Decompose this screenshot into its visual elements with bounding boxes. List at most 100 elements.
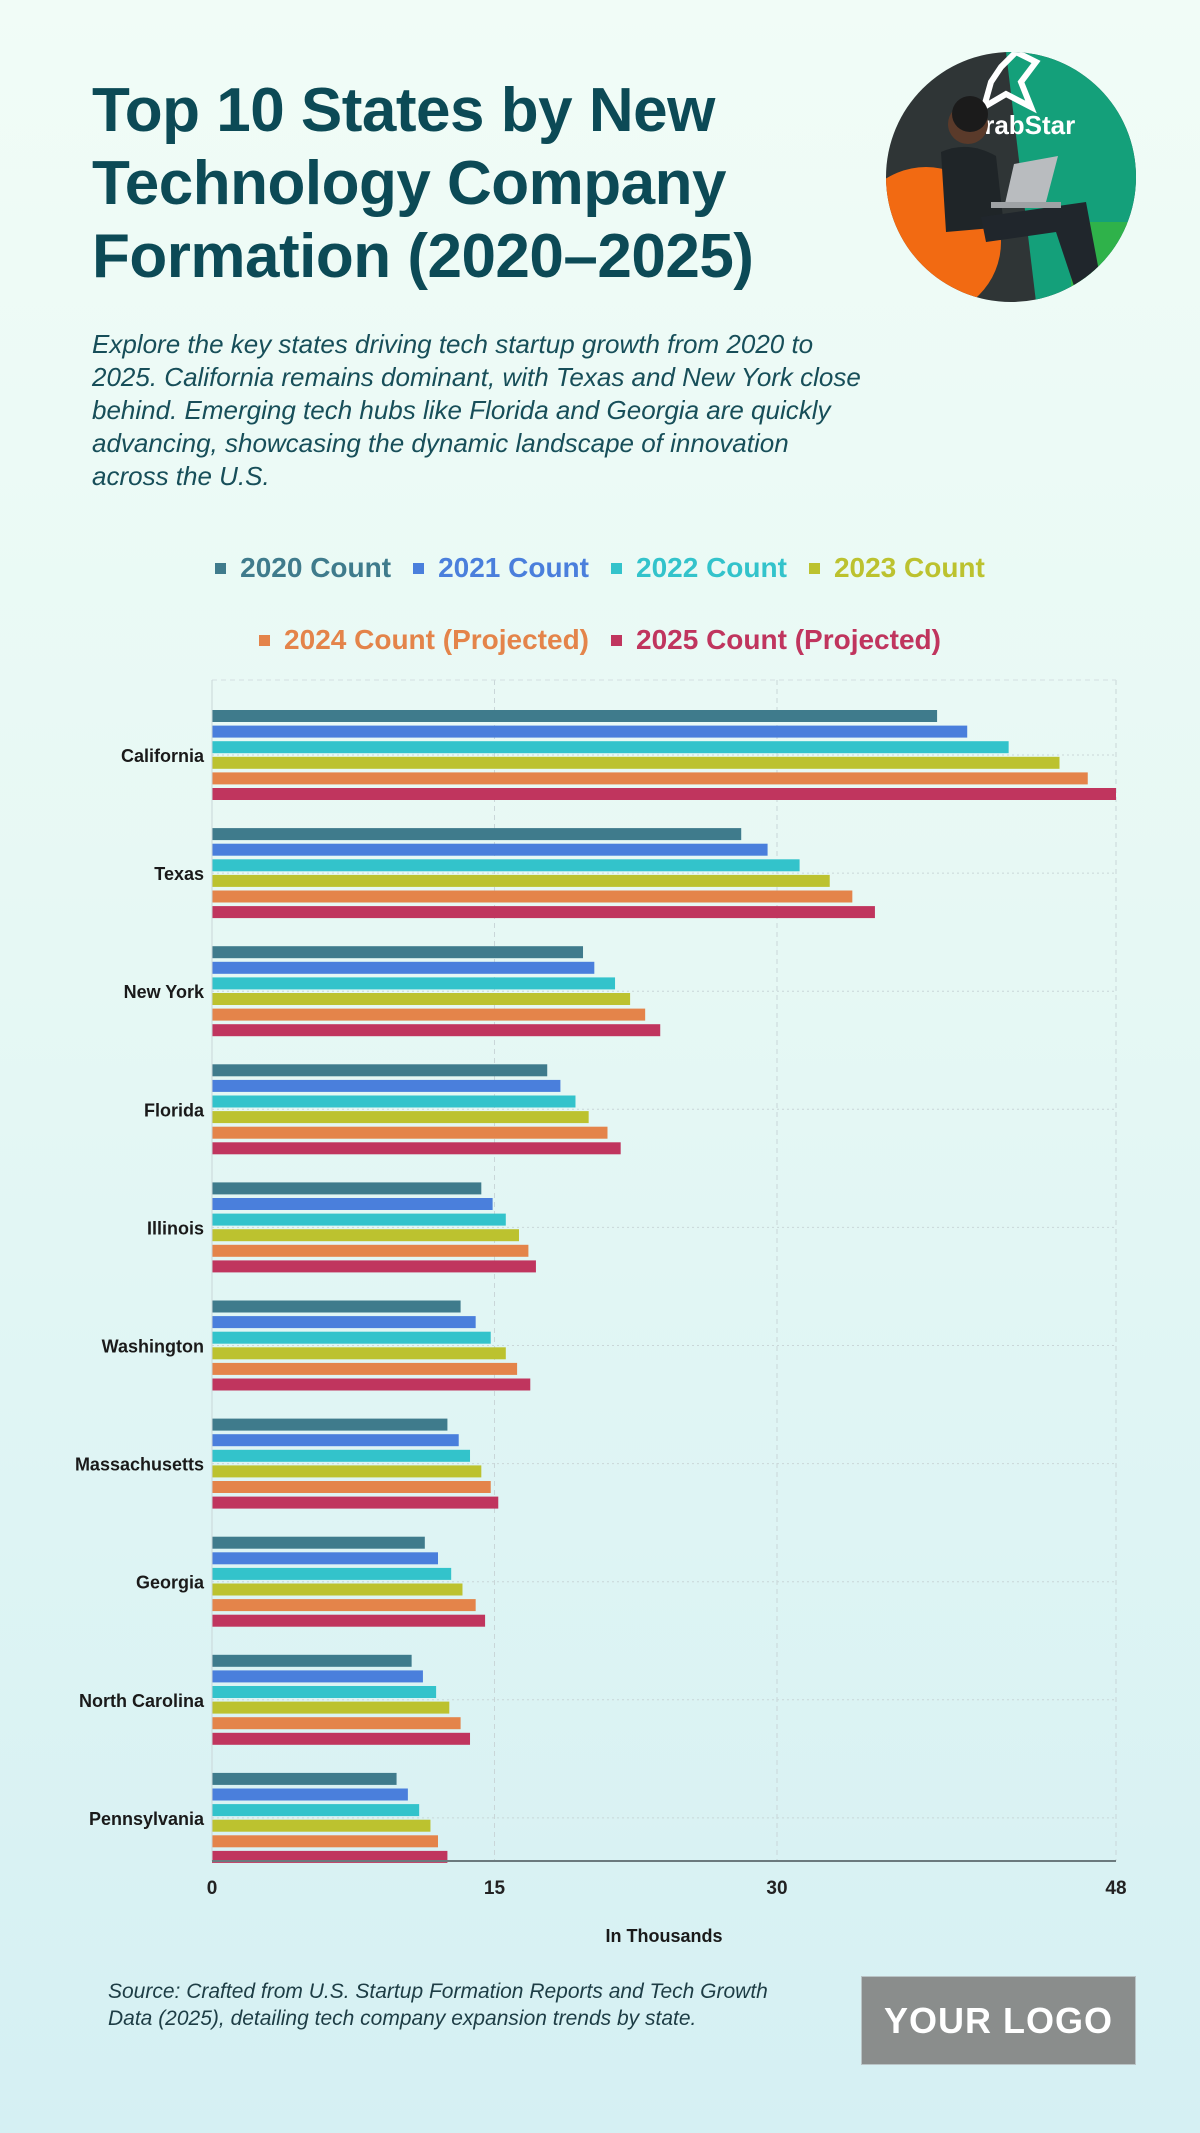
bar-massachusetts-2023 bbox=[212, 1465, 482, 1478]
bar-new-york-2024 bbox=[212, 1008, 646, 1021]
legend-swatch bbox=[215, 562, 227, 574]
bar-texas-2020 bbox=[212, 828, 742, 841]
x-tick-label: 48 bbox=[1105, 1878, 1126, 1899]
bar-california-2025 bbox=[212, 788, 1116, 800]
category-label: Georgia bbox=[136, 1573, 205, 1593]
bar-illinois-2020 bbox=[212, 1182, 482, 1195]
bar-north-carolina-2025 bbox=[212, 1732, 471, 1745]
source-note: Source: Crafted from U.S. Startup Format… bbox=[108, 1980, 768, 2030]
category-label: Massachusetts bbox=[75, 1455, 204, 1475]
bar-new-york-2020 bbox=[212, 946, 584, 959]
bar-illinois-2021 bbox=[212, 1198, 493, 1210]
bar-new-york-2023 bbox=[212, 993, 631, 1005]
bar-texas-2025 bbox=[212, 906, 875, 919]
category-label: North Carolina bbox=[79, 1691, 205, 1711]
bar-texas-2023 bbox=[212, 874, 830, 887]
bar-illinois-2024 bbox=[212, 1244, 529, 1257]
bar-georgia-2025 bbox=[212, 1614, 486, 1627]
bar-new-york-2021 bbox=[212, 961, 595, 974]
legend-swatch bbox=[413, 562, 425, 574]
bar-illinois-2023 bbox=[212, 1229, 519, 1242]
bar-north-carolina-2024 bbox=[212, 1717, 461, 1730]
bar-massachusetts-2020 bbox=[212, 1418, 448, 1431]
bar-illinois-2022 bbox=[212, 1213, 506, 1226]
bar-north-carolina-2023 bbox=[212, 1701, 450, 1714]
bar-washington-2021 bbox=[212, 1316, 476, 1329]
bar-florida-2024 bbox=[212, 1126, 608, 1139]
legend-label: 2024 Count (Projected) bbox=[284, 624, 589, 655]
bar-washington-2025 bbox=[212, 1378, 531, 1391]
bar-texas-2022 bbox=[212, 859, 800, 872]
bar-florida-2022 bbox=[212, 1095, 576, 1108]
legend-swatch bbox=[611, 634, 622, 646]
bar-pennsylvania-2025 bbox=[212, 1850, 448, 1863]
legend-row-1: 2020 Count 2021 Count 2022 Count 2023 Co… bbox=[0, 552, 1200, 584]
bar-chart: 0 15 30 48 California Texas New York Florida Ill… bbox=[75, 679, 1127, 1946]
bar-georgia-2022 bbox=[212, 1567, 452, 1580]
logo-placeholder: YOUR LOGO bbox=[862, 1977, 1135, 2064]
category-label: California bbox=[121, 746, 205, 766]
bar-california-2022 bbox=[212, 741, 1009, 754]
legend-swatch bbox=[808, 562, 820, 574]
bar-pennsylvania-2020 bbox=[212, 1772, 397, 1785]
header-photo: GrabStar bbox=[886, 52, 1136, 302]
legend-item-2025[interactable]: 2025 Count (Projected) bbox=[611, 624, 941, 656]
bar-texas-2024 bbox=[212, 890, 853, 903]
bar-washington-2020 bbox=[212, 1300, 461, 1313]
legend-row-2: 2024 Count (Projected) 2025 Count (Proje… bbox=[0, 624, 1200, 656]
bar-pennsylvania-2022 bbox=[212, 1804, 420, 1817]
bar-massachusetts-2022 bbox=[212, 1449, 471, 1462]
bar-washington-2024 bbox=[212, 1362, 518, 1375]
legend-item-2022[interactable]: 2022 Count bbox=[611, 552, 787, 584]
bar-new-york-2025 bbox=[212, 1024, 661, 1037]
legend-swatch bbox=[259, 634, 271, 646]
bar-washington-2022 bbox=[212, 1331, 491, 1344]
star-logo-icon bbox=[979, 52, 1041, 114]
category-label: New York bbox=[124, 982, 205, 1002]
legend-label: 2022 Count bbox=[636, 552, 787, 583]
bar-florida-2023 bbox=[212, 1111, 589, 1124]
page-subtitle: Explore the key states driving tech star… bbox=[92, 329, 861, 491]
legend-label: 2020 Count bbox=[240, 552, 392, 583]
legend-item-2020[interactable]: 2020 Count bbox=[215, 552, 391, 584]
bar-massachusetts-2024 bbox=[212, 1481, 491, 1493]
page-title: Top 10 States by New Technology Company … bbox=[92, 76, 754, 291]
x-tick-label: 15 bbox=[484, 1878, 506, 1899]
bar-north-carolina-2021 bbox=[212, 1670, 423, 1683]
category-label: Illinois bbox=[147, 1218, 204, 1238]
bar-california-2021 bbox=[212, 725, 968, 738]
legend-label: 2023 Count bbox=[833, 552, 985, 583]
bar-north-carolina-2022 bbox=[212, 1686, 437, 1698]
bar-pennsylvania-2021 bbox=[212, 1788, 408, 1801]
bar-texas-2021 bbox=[212, 843, 768, 856]
legend-item-2021[interactable]: 2021 Count bbox=[413, 552, 589, 584]
bar-new-york-2022 bbox=[212, 977, 616, 990]
legend-swatch bbox=[611, 562, 622, 574]
bar-north-carolina-2020 bbox=[212, 1654, 412, 1667]
legend-label: 2021 Count bbox=[438, 552, 589, 583]
x-axis-title: In Thousands bbox=[606, 1926, 723, 1946]
bar-florida-2021 bbox=[212, 1079, 561, 1092]
bar-pennsylvania-2024 bbox=[212, 1835, 438, 1848]
category-label: Texas bbox=[154, 864, 204, 884]
bar-florida-2025 bbox=[212, 1142, 621, 1155]
legend-item-2024[interactable]: 2024 Count (Projected) bbox=[259, 624, 589, 656]
x-tick-label: 30 bbox=[766, 1878, 787, 1899]
bar-florida-2020 bbox=[212, 1064, 548, 1077]
bar-pennsylvania-2023 bbox=[212, 1819, 431, 1832]
bar-washington-2023 bbox=[212, 1347, 506, 1360]
bar-massachusetts-2021 bbox=[212, 1434, 459, 1447]
bar-california-2024 bbox=[212, 772, 1088, 785]
x-tick-label: 0 bbox=[207, 1878, 218, 1899]
bar-georgia-2023 bbox=[212, 1583, 463, 1596]
category-label: Washington bbox=[102, 1337, 204, 1357]
legend-label: 2025 Count (Projected) bbox=[636, 624, 941, 655]
category-label: Florida bbox=[144, 1100, 205, 1120]
legend-item-2023[interactable]: 2023 Count bbox=[808, 552, 985, 584]
category-label: Pennsylvania bbox=[89, 1809, 205, 1829]
bar-massachusetts-2025 bbox=[212, 1496, 499, 1509]
bar-california-2023 bbox=[212, 756, 1060, 769]
bar-georgia-2024 bbox=[212, 1599, 476, 1612]
bar-california-2020 bbox=[212, 710, 938, 722]
bar-georgia-2020 bbox=[212, 1536, 425, 1549]
